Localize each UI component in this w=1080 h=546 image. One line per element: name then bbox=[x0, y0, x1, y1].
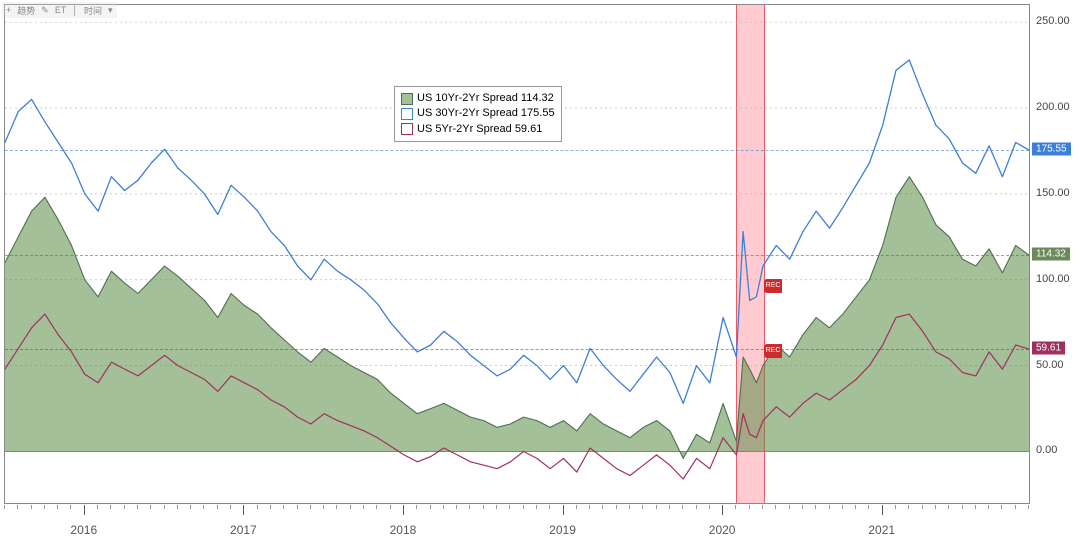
y-tick-label: 200.00 bbox=[1036, 101, 1070, 113]
pencil-icon[interactable]: ✎ bbox=[41, 5, 49, 16]
toolbar: + 趋势 ✎ ET │ 时间 ▾ bbox=[2, 2, 117, 18]
legend-label: US 30Yr-2Yr Spread 175.55 bbox=[417, 106, 555, 121]
value-guide-line bbox=[5, 255, 1029, 256]
y-tick-label: 50.00 bbox=[1036, 359, 1064, 371]
x-year-label: 2016 bbox=[70, 523, 97, 537]
value-guide-line bbox=[5, 349, 1029, 350]
x-year-label: 2018 bbox=[390, 523, 417, 537]
legend-swatch bbox=[401, 123, 413, 135]
recession-badge: REC bbox=[764, 279, 782, 293]
legend[interactable]: US 10Yr-2Yr Spread 114.32US 30Yr-2Yr Spr… bbox=[394, 86, 562, 142]
legend-item[interactable]: US 5Yr-2Yr Spread 59.61 bbox=[401, 122, 555, 137]
chart-root: +趋势✎ET│时间▾ RECREC 2016201720182019202020… bbox=[0, 0, 1080, 546]
chart-svg bbox=[5, 5, 1029, 503]
series-last-value: 114.32 bbox=[1032, 248, 1070, 261]
y-tick-label: 150.00 bbox=[1036, 187, 1070, 199]
chevron-down-icon[interactable]: ▾ bbox=[108, 5, 113, 16]
x-year-label: 2017 bbox=[230, 523, 257, 537]
legend-label: US 5Yr-2Yr Spread 59.61 bbox=[417, 122, 542, 137]
legend-label: US 10Yr-2Yr Spread 114.32 bbox=[417, 91, 554, 106]
series-last-value: 59.61 bbox=[1032, 342, 1065, 355]
label-2[interactable]: ET bbox=[55, 5, 67, 15]
plot-area[interactable]: REC REC bbox=[4, 4, 1030, 504]
x-year-label: 2019 bbox=[549, 523, 576, 537]
x-year-label: 2021 bbox=[868, 523, 895, 537]
x-year-label: 2020 bbox=[709, 523, 736, 537]
value-guide-line bbox=[5, 150, 1029, 151]
y-tick-label: 250.00 bbox=[1036, 15, 1070, 27]
x-axis: 2016 2017 2018 2019 2020 2021 bbox=[4, 505, 1030, 545]
legend-swatch bbox=[401, 108, 413, 120]
y-tick-label: 100.00 bbox=[1036, 273, 1070, 285]
plus-icon[interactable]: + bbox=[6, 5, 11, 15]
legend-swatch bbox=[401, 93, 413, 105]
legend-item[interactable]: US 10Yr-2Yr Spread 114.32 bbox=[401, 91, 555, 106]
divider[interactable]: │ bbox=[72, 5, 78, 15]
recession-badge: REC bbox=[764, 344, 782, 358]
y-tick-label: 0.00 bbox=[1036, 444, 1057, 456]
label-1[interactable]: 趋势 bbox=[17, 4, 35, 17]
legend-item[interactable]: US 30Yr-2Yr Spread 175.55 bbox=[401, 106, 555, 121]
label-3[interactable]: 时间 bbox=[84, 4, 102, 17]
series-last-value: 175.55 bbox=[1032, 143, 1071, 156]
